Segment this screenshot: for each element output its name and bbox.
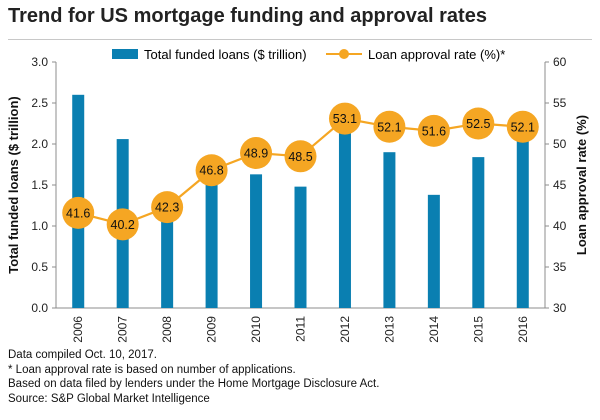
approval-rate-marker [195, 154, 228, 187]
right-axis-tick-label: 35 [553, 260, 567, 274]
bar-funded-loans [294, 186, 307, 308]
x-axis-tick-label: 2012 [338, 316, 352, 343]
bar-funded-loans [427, 194, 440, 308]
approval-rate-marker [284, 140, 317, 173]
bar-funded-loans [250, 174, 263, 308]
x-axis-tick-label: 2015 [471, 316, 485, 343]
approval-rate-data-label: 52.1 [377, 120, 401, 134]
approval-rate-marker [417, 114, 450, 147]
left-axis-tick-label: 2.5 [31, 96, 48, 110]
footnote-basis: Based on data filed by lenders under the… [8, 378, 380, 390]
right-axis-tick-label: 30 [553, 301, 567, 315]
x-axis-tick-label: 2011 [294, 316, 308, 342]
right-axis-tick-label: 50 [553, 137, 567, 151]
approval-rate-data-label: 48.9 [244, 147, 268, 161]
approval-rate-marker [62, 196, 95, 229]
legend-label-funded-loans: Total funded loans ($ trillion) [144, 46, 307, 62]
footnote-source: Source: S&P Global Market Intelligence [8, 392, 210, 405]
right-axis-tick-label: 40 [553, 219, 567, 233]
left-axis-tick-label: 3.0 [31, 55, 48, 69]
legend-line-swatch [326, 49, 362, 59]
bar-funded-loans [161, 216, 174, 308]
right-axis-tick-label: 45 [553, 178, 567, 192]
chart-legend: Total funded loans ($ trillion) Loan app… [0, 45, 600, 63]
footnote-date: Data compiled Oct. 10, 2017. [8, 349, 157, 361]
x-axis-tick-label: 2006 [71, 316, 85, 343]
approval-rate-marker [506, 110, 539, 143]
bar-funded-loans [516, 135, 529, 308]
x-axis-tick-label: 2008 [160, 316, 174, 343]
approval-rate-data-label: 53.1 [333, 112, 357, 126]
left-axis-tick-label: 1.5 [31, 178, 48, 192]
approval-rate-data-label: 41.6 [66, 206, 90, 220]
bar-funded-loans [205, 183, 218, 308]
approval-rate-marker [373, 110, 406, 143]
legend-label-approval-rate: Loan approval rate (%)* [368, 46, 506, 62]
x-axis-tick-label: 2014 [427, 316, 441, 343]
bar-funded-loans [338, 131, 351, 308]
right-axis-tick-label: 55 [553, 96, 567, 110]
x-axis-tick-label: 2013 [382, 316, 396, 343]
x-axis-tick-label: 2016 [516, 316, 530, 343]
right-axis-tick-label: 60 [553, 55, 567, 69]
approval-rate-marker [462, 107, 495, 140]
left-axis-tick-label: 2.0 [31, 137, 48, 151]
approval-rate-data-label: 48.5 [288, 150, 312, 164]
approval-rate-data-label: 40.2 [111, 218, 135, 232]
right-axis-title: Loan approval rate (%) [574, 115, 589, 255]
legend-item-approval-rate: Loan approval rate (%)* [326, 45, 505, 63]
x-axis-tick-label: 2010 [249, 316, 263, 343]
chart-plot: 0.0 0.5 1.0 1.5 2.0 2.5 3.0 30 35 40 45 50 55 60 Total… [6, 55, 589, 343]
left-axis-title: Total funded loans ($ trillion) [6, 96, 21, 273]
approval-rate-data-label: 46.8 [199, 164, 223, 178]
approval-rate-marker [151, 191, 184, 224]
x-axis-tick-label: 2007 [116, 316, 130, 343]
bar-funded-loans [472, 157, 485, 308]
x-axis-tick-label: 2009 [205, 316, 219, 343]
chart-title: Trend for US mortgage funding and approv… [8, 5, 487, 27]
approval-rate-data-label: 42.3 [155, 201, 179, 215]
approval-rate-data-label: 52.5 [466, 117, 490, 131]
left-axis-tick-label: 0.0 [31, 301, 48, 315]
approval-rate-marker [106, 208, 139, 241]
footnote-approval: * Loan approval rate is based on number … [8, 363, 296, 376]
bar-funded-loans [383, 152, 396, 308]
approval-rate-marker [240, 137, 273, 170]
title-divider [8, 39, 592, 40]
approval-rate-data-label: 51.6 [422, 124, 446, 138]
approval-rate-marker [328, 102, 361, 135]
left-axis-tick-label: 1.0 [31, 219, 48, 233]
footnotes: Data compiled Oct. 10, 2017. * Loan appr… [8, 348, 379, 406]
left-axis-tick-label: 0.5 [31, 260, 48, 274]
legend-bar-swatch [112, 49, 138, 59]
approval-rate-data-label: 52.1 [511, 120, 535, 134]
legend-item-funded-loans: Total funded loans ($ trillion) [112, 45, 307, 63]
